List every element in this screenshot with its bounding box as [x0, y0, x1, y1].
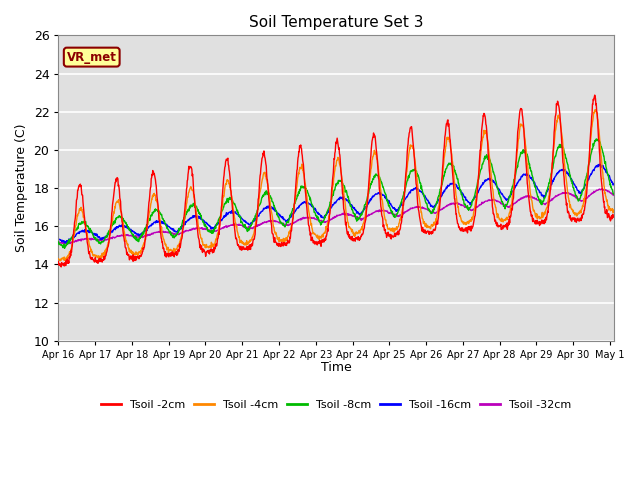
X-axis label: Time: Time	[321, 361, 351, 374]
Y-axis label: Soil Temperature (C): Soil Temperature (C)	[15, 124, 28, 252]
Legend: Tsoil -2cm, Tsoil -4cm, Tsoil -8cm, Tsoil -16cm, Tsoil -32cm: Tsoil -2cm, Tsoil -4cm, Tsoil -8cm, Tsoi…	[97, 396, 575, 415]
Title: Soil Temperature Set 3: Soil Temperature Set 3	[249, 15, 423, 30]
Text: VR_met: VR_met	[67, 50, 116, 64]
